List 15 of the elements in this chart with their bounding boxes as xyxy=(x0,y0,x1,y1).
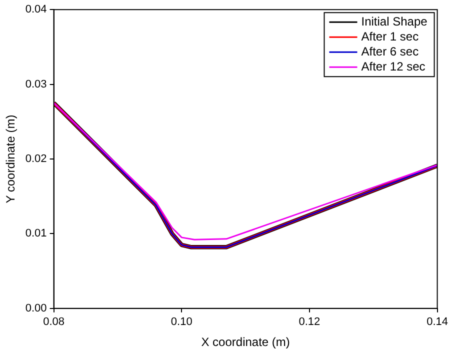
legend-label: After 6 sec xyxy=(361,44,419,58)
legend-label: Initial Shape xyxy=(361,14,428,28)
x-axis-title: X coordinate (m) xyxy=(201,335,290,350)
y-tick-label: 0.04 xyxy=(25,4,47,16)
y-tick-label: 0.01 xyxy=(25,228,47,240)
x-tick-label: 0.14 xyxy=(426,316,448,328)
y-tick-label: 0.02 xyxy=(25,153,47,166)
legend-label: After 1 sec xyxy=(361,29,419,44)
y-tick-label: 0.03 xyxy=(25,78,47,90)
x-tick-label: 0.12 xyxy=(298,316,320,328)
x-tick-label: 0.08 xyxy=(43,316,65,328)
y-tick-label: 0.00 xyxy=(25,302,47,314)
y-axis-title: Y coordinate (m) xyxy=(4,114,18,204)
x-tick-label: 0.10 xyxy=(170,316,192,328)
legend-label: After 12 sec xyxy=(361,59,426,74)
